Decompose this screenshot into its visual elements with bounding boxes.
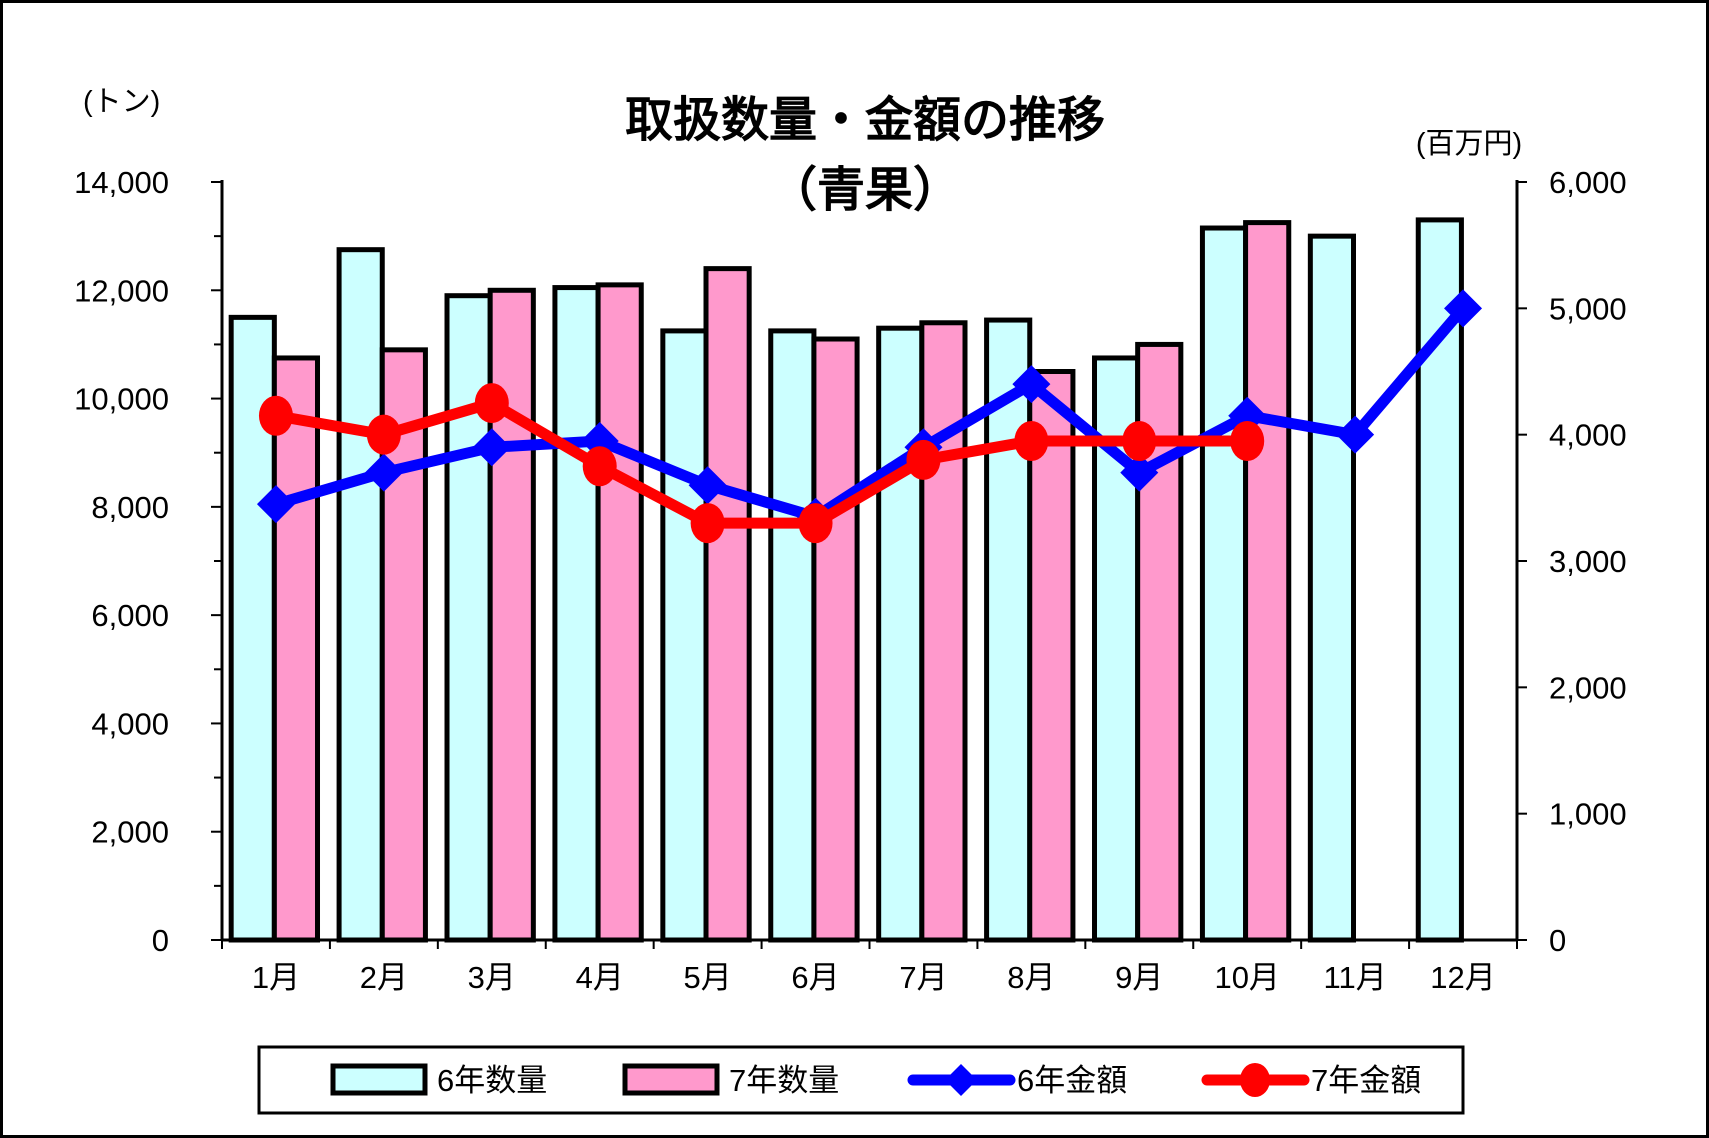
lines-layer [256,289,1483,544]
marker-circle-7年金額 [906,439,941,480]
bar-6年数量-8月 [984,317,1033,943]
marker-circle-7年金額 [1122,420,1157,461]
marker-diamond-6年金額 [1120,453,1159,492]
axes-layer [211,180,1527,949]
right-axis-tick-label: 5,000 [1549,291,1627,326]
bar-7年数量-4月 [595,282,644,943]
marker-circle-7年金額 [582,446,617,487]
x-axis-month-label: 4月 [576,960,624,995]
marker-circle-7年金額 [1230,420,1265,461]
bar-7年数量-1月 [271,355,321,943]
right-axis-tick-label: 1,000 [1549,797,1627,832]
tick-labels-layer: 0 2,000 4,000 6,000 8,000 10,000 12,000 14,000 0… [74,165,1626,995]
marker-circle-7年金額 [1014,420,1049,461]
bar-7年数量-5月 [703,266,752,943]
bar-7年数量-7月 [919,320,968,943]
bar-6年数量-5月 [660,328,709,943]
line-7年金額 [270,397,1253,529]
legend-label-6年数量: 6年数量 [437,1063,547,1098]
legend-marker-diamond [945,1064,977,1096]
bar-6年数量-7月 [876,325,925,943]
x-axis-month-label: 6月 [791,960,839,995]
legend-swatch-7年数量 [622,1063,720,1096]
bar-6年数量-10月 [1199,225,1249,943]
marker-circle-7年金額 [474,383,509,424]
left-axis-tick-label: 6,000 [91,598,169,633]
legend-label-7年数量: 7年数量 [729,1063,839,1098]
left-axis-tick-label: 8,000 [91,490,169,525]
x-axis-month-label: 12月 [1430,960,1495,995]
marker-circle-7年金額 [366,414,401,455]
right-axis-tick-label: 0 [1549,923,1566,958]
x-axis-month-label: 8月 [1007,960,1055,995]
legend-layer: 6年数量 7年数量 6年金額 7年金額 [257,1045,1465,1115]
left-axis-tick-label: 0 [152,923,169,958]
legend-marker-circle [1240,1063,1270,1097]
bar-6年数量-6月 [768,328,817,943]
right-axis-tick-label: 6,000 [1549,165,1627,200]
left-axis-tick-label: 4,000 [91,706,169,741]
right-axis-tick-label: 2,000 [1549,670,1627,705]
marker-circle-7年金額 [798,503,833,544]
legend-label-6年金額: 6年金額 [1017,1063,1127,1098]
legend-swatch-6年数量 [330,1063,428,1096]
marker-circle-7年金額 [690,503,725,544]
line-6年金額 [270,302,1469,523]
x-axis-month-label: 2月 [360,960,408,995]
left-axis-tick-label: 2,000 [91,815,169,850]
chart-title-line1: 取扱数量・金額の推移 [625,94,1105,147]
marker-diamond-6年金額 [1012,365,1051,404]
bar-6年数量-2月 [336,247,385,943]
marker-diamond-6年金額 [1444,289,1483,328]
legend-label-7年金額: 7年金額 [1311,1063,1421,1098]
left-axis-caption: (トン) [83,86,160,118]
right-axis-caption: (百万円) [1416,128,1522,160]
bar-6年数量-4月 [552,285,601,943]
marker-diamond-6年金額 [472,428,511,467]
x-axis-month-label: 10月 [1214,960,1279,995]
marker-diamond-6年金額 [1336,415,1375,454]
right-axis-tick-label: 4,000 [1549,418,1627,453]
combo-chart: 取扱数量・金額の推移 （青果） (トン) (百万円) 0 2,000 4,000 6,… [74,86,1627,1115]
marker-diamond-6年金額 [364,453,403,492]
x-axis-month-label: 9月 [1115,960,1163,995]
x-axis-month-label: 5月 [684,960,732,995]
x-axis-month-label: 7月 [899,960,947,995]
bar-7年数量-6月 [811,336,860,943]
bar-7年数量-8月 [1027,369,1076,943]
bar-6年数量-11月 [1307,233,1357,943]
bars-layer [228,217,1464,943]
x-axis-month-label: 1月 [252,960,300,995]
left-axis-tick-label: 12,000 [74,273,169,308]
right-axis-tick-label: 3,000 [1549,544,1627,579]
marker-diamond-6年金額 [256,485,295,524]
left-axis-tick-label: 10,000 [74,382,169,417]
bar-7年数量-10月 [1243,220,1292,943]
x-axis-month-label: 11月 [1324,960,1387,995]
marker-diamond-6年金額 [688,466,727,505]
x-axis-month-label: 3月 [468,960,516,995]
left-axis-tick-label: 14,000 [74,165,169,200]
chart-title-line2: （青果） [769,164,961,217]
marker-circle-7年金額 [258,395,293,436]
